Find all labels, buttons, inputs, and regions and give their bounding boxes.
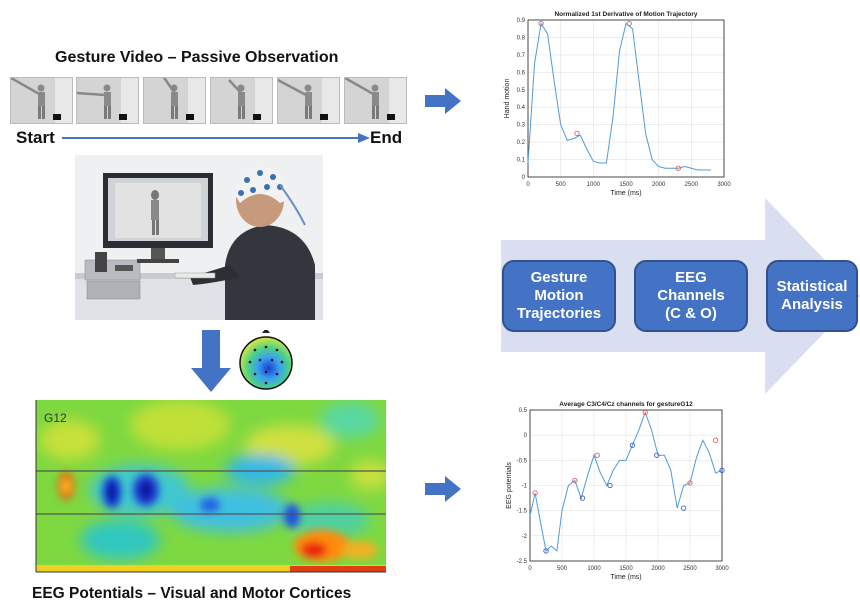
gesture-video-frame [76,77,139,124]
data-point-marker [532,490,538,496]
y-tick-label: 0 [524,433,528,439]
series-line [529,411,723,552]
y-axis-label: Hand motion [504,79,511,119]
data-point-marker [629,442,636,448]
plot-border [529,409,723,562]
x-tick-label: 500 [557,566,568,572]
data-point-marker [607,482,613,489]
x-tick-label: 2500 [683,566,697,572]
y-tick-label: 0.5 [519,408,528,414]
gesture-video-title: Gesture Video – Passive Observation [55,49,339,66]
x-tick-label: 2000 [652,182,666,188]
data-point-marker [642,409,648,416]
eeg-map-label: G12 [44,411,67,425]
y-tick-label: 0.9 [517,18,526,24]
y-tick-label: 0.1 [517,158,526,164]
right-arrow-icon [425,88,461,114]
timeline-arrow [62,133,370,143]
eeg-average-chart-panel: 0 500 1000 1500 2000 2500 3000 -2.5 -2 -1.5 -1 -0.5… [500,394,734,584]
x-axis-label: Time (ms) [610,190,641,197]
y-tick-label: 0.8 [517,35,526,41]
data-point-marker [574,130,580,137]
x-tick-label: 1000 [587,182,601,188]
y-tick-label: -2 [522,534,528,540]
y-tick-label: 0.3 [517,123,526,129]
data-point-marker [680,505,687,511]
pipeline-box-stats-label: Statistical Analysis [776,278,848,313]
data-point-marker [654,452,660,458]
motion-trajectory-chart-panel: 0 500 1000 1500 2000 2500 3000 0 0.1 0.2 0.3 0.4 0.5… [498,6,738,202]
pipeline-box-eeg-label: EEG Channels (C & O) [657,269,725,322]
x-tick-label: 3000 [717,182,731,188]
pipeline-box-eeg: EEG Channels (C & O) [634,260,748,332]
pipeline-box-motion-label: Gesture Motion Trajectories [516,269,602,322]
x-axis-label: Time (ms) [610,574,641,581]
y-tick-label: 0.2 [517,140,526,146]
y-axis-label: EEG potentials [506,462,513,509]
data-point-marker [572,477,578,484]
data-point-marker [712,437,719,443]
y-tick-label: -1 [522,484,528,490]
eeg-time-frequency-map: G12 [35,400,386,573]
y-tick-label: -0.5 [517,458,528,464]
x-tick-label: 1500 [619,182,633,188]
data-point-marker [543,548,549,554]
y-tick-label: -2.5 [517,559,528,565]
x-tick-label: 2000 [651,566,665,572]
data-point-marker [626,20,632,27]
chart-title: Normalized 1st Derivative of Motion Traj… [554,11,697,18]
eeg-average-chart: 0 500 1000 1500 2000 2500 3000 -2.5 -2 -1.5 -1 -0.5… [506,401,729,581]
pipeline-box-stats: Statistical Analysis [766,260,858,332]
y-tick-label: 0.5 [517,88,526,94]
y-tick-label: 0.6 [517,70,526,76]
data-point-marker [675,165,681,171]
pipeline-box-motion: Gesture Motion Trajectories [502,260,616,332]
plot-border [527,19,725,178]
eeg-map-caption: EEG Potentials – Visual and Motor Cortic… [32,585,352,602]
y-tick-label: -1.5 [517,509,528,515]
x-tick-label: 1000 [587,566,601,572]
y-tick-label: 0 [522,175,526,181]
timeline-start-label: Start [16,128,55,147]
x-tick-label: 500 [556,182,567,188]
data-point-marker [719,467,725,474]
eeg-head-topomap-icon [239,330,293,390]
x-tick-label: 2500 [685,182,699,188]
x-tick-label: 1500 [619,566,633,572]
eeg-subject-photo [75,155,323,320]
chart-title: Average C3/C4/Cz channels for gestureG12 [559,401,693,408]
gesture-video-frame [344,77,407,124]
x-tick-label: 0 [526,182,530,188]
y-tick-label: 0.4 [517,105,526,111]
data-point-marker [594,452,600,458]
motion-trajectory-chart: 0 500 1000 1500 2000 2500 3000 0 0.1 0.2 0.3 0.4 0.5… [504,11,731,197]
right-arrow-icon [425,476,461,502]
y-tick-label: 0.7 [517,53,526,59]
data-point-marker [538,20,544,27]
gesture-video-frame [277,77,340,124]
down-arrow-icon [191,330,231,392]
timeline-end-label: End [370,128,403,147]
data-point-marker [687,480,693,486]
gesture-video-frame [10,77,73,124]
x-tick-label: 0 [528,566,532,572]
data-point-marker [579,495,586,501]
gesture-video-frame [143,77,206,124]
gesture-video-frame [210,77,273,124]
x-tick-label: 3000 [715,566,729,572]
